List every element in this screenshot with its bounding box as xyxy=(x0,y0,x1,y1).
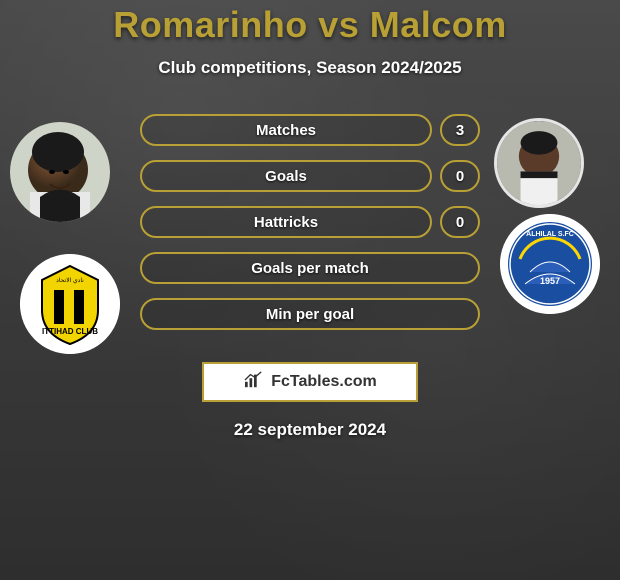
page-title: Romarinho vs Malcom xyxy=(0,4,620,46)
stat-label: Min per goal xyxy=(140,298,480,330)
stat-row: Hattricks0 xyxy=(140,206,480,238)
stat-label: Matches xyxy=(140,114,432,146)
stat-bars: Matches3Goals0Hattricks0Goals per matchM… xyxy=(140,114,480,344)
stat-label: Goals xyxy=(140,160,432,192)
stat-label: Hattricks xyxy=(140,206,432,238)
stat-value: 3 xyxy=(440,114,480,146)
subtitle: Club competitions, Season 2024/2025 xyxy=(0,58,620,78)
stat-value: 0 xyxy=(440,206,480,238)
brand-box: FcTables.com xyxy=(202,362,418,402)
stat-value: 0 xyxy=(440,160,480,192)
content-wrapper: Romarinho vs Malcom Club competitions, S… xyxy=(0,0,620,440)
date-text: 22 september 2024 xyxy=(0,420,620,440)
stat-row: Goals per match xyxy=(140,252,480,284)
stat-label: Goals per match xyxy=(140,252,480,284)
stat-row: Min per goal xyxy=(140,298,480,330)
stat-row: Matches3 xyxy=(140,114,480,146)
brand-text: FcTables.com xyxy=(271,373,377,391)
stat-row: Goals0 xyxy=(140,160,480,192)
chart-icon xyxy=(243,371,265,394)
stats-section: Matches3Goals0Hattricks0Goals per matchM… xyxy=(0,114,620,354)
